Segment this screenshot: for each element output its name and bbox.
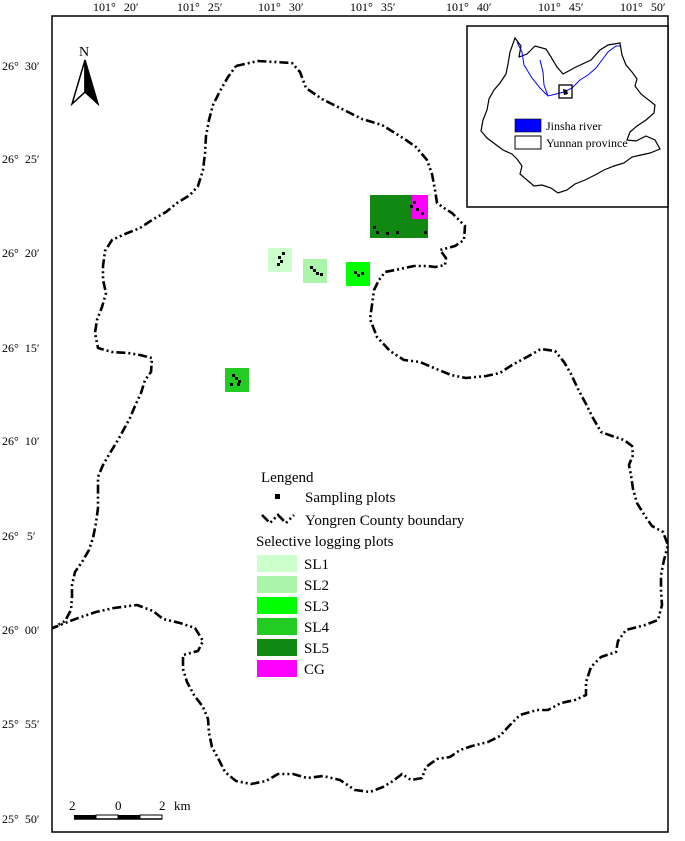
left-tick-labels: 26° 30′ 26° 25′ 26° 20′ 26° 15′ 26° 10′ 26° 5′… bbox=[2, 59, 40, 826]
top-tick-4: 101° 35′ bbox=[350, 0, 396, 14]
left-tick-8: 25° 55′ bbox=[2, 717, 40, 731]
legend-label-sl5: SL5 bbox=[304, 641, 329, 657]
legend-swatch-sl1 bbox=[257, 555, 297, 572]
top-tick-6: 101° 45′ bbox=[538, 0, 584, 14]
left-tick-6: 26° 5′ bbox=[2, 529, 36, 543]
top-tick-7: 101° 50′ bbox=[620, 0, 666, 14]
legend-swatch-sl3 bbox=[257, 597, 297, 614]
left-tick-5: 26° 10′ bbox=[2, 434, 40, 448]
inset-frame bbox=[466, 25, 669, 208]
legend-logging-title: Selective logging plots bbox=[256, 534, 394, 550]
north-arrow-icon: N bbox=[70, 45, 100, 107]
inset-province-label: Yunnan province bbox=[546, 136, 628, 150]
legend-label-sl3: SL3 bbox=[304, 599, 329, 615]
left-tick-1: 26° 30′ bbox=[2, 59, 40, 73]
top-tick-2: 101° 25′ bbox=[177, 0, 223, 14]
plot-cg bbox=[412, 195, 428, 219]
legend-sampling: Sampling plots bbox=[305, 490, 396, 506]
left-tick-9: 25° 50′ bbox=[2, 812, 40, 826]
scale-unit: km bbox=[174, 798, 191, 813]
map-frame bbox=[51, 15, 669, 833]
north-label: N bbox=[79, 45, 89, 60]
inset-river-label: Jinsha river bbox=[546, 119, 602, 133]
logging-plots bbox=[225, 195, 428, 392]
sampling-markers bbox=[230, 201, 427, 386]
study-area-box bbox=[558, 84, 573, 99]
legend-label-cg: CG bbox=[304, 662, 325, 678]
legend-swatch-sl5 bbox=[257, 639, 297, 656]
jinsha-river-line bbox=[516, 41, 620, 97]
legend: Lengend Sampling plots Yongren County bo… bbox=[256, 470, 465, 678]
legend-boundary: Yongren County boundary bbox=[305, 513, 465, 529]
left-tick-4: 26° 15′ bbox=[2, 341, 40, 355]
inset-map: Jinsha river Yunnan province bbox=[466, 25, 669, 208]
left-tick-2: 26° 25′ bbox=[2, 152, 40, 166]
county-boundary bbox=[51, 59, 670, 794]
legend-swatch-cg bbox=[257, 660, 297, 677]
top-tick-3: 101° 30′ bbox=[258, 0, 304, 14]
legend-classes: SL1 SL2 SL3 SL4 SL5 CG bbox=[257, 555, 330, 678]
scale-bar: 2 0 2 km bbox=[69, 798, 191, 820]
legend-swatch-sl4 bbox=[257, 618, 297, 635]
legend-swatch-sl2 bbox=[257, 576, 297, 593]
legend-title: Lengend bbox=[261, 470, 314, 486]
scale-right: 2 bbox=[159, 798, 166, 813]
legend-label-sl2: SL2 bbox=[304, 578, 329, 594]
sampling-plot-symbol bbox=[275, 494, 280, 499]
left-tick-3: 26° 20′ bbox=[2, 246, 40, 260]
scale-mid: 0 bbox=[115, 798, 122, 813]
left-tick-7: 26° 00′ bbox=[2, 623, 40, 637]
scale-left: 2 bbox=[69, 798, 76, 813]
top-tick-5: 101° 40′ bbox=[446, 0, 492, 14]
legend-label-sl1: SL1 bbox=[304, 557, 329, 573]
top-tick-labels: 101° 20′ 101° 25′ 101° 30′ 101° 35′ 101° 40′ … bbox=[93, 0, 666, 14]
top-tick-1: 101° 20′ bbox=[93, 0, 139, 14]
inset-province-swatch bbox=[514, 135, 542, 150]
inset-river-swatch bbox=[514, 118, 542, 133]
legend-label-sl4: SL4 bbox=[304, 620, 330, 636]
yunnan-outline bbox=[480, 36, 661, 194]
boundary-symbol bbox=[261, 513, 295, 525]
